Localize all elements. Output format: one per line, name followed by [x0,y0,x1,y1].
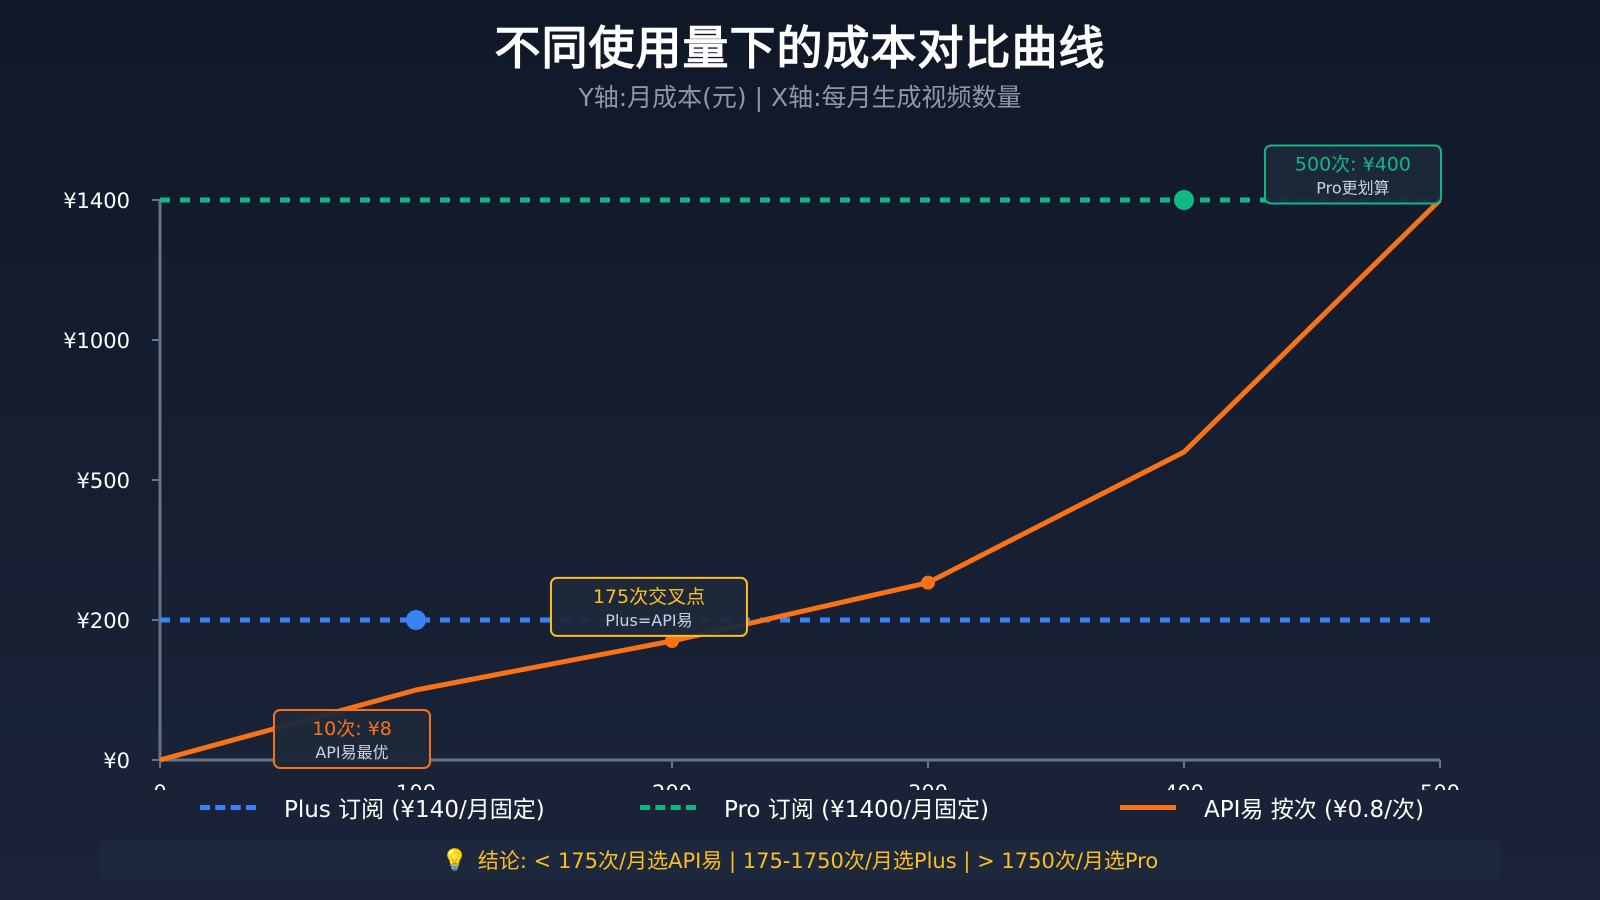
x-tick-label: 300 [908,781,948,790]
annotation-box-pro [1263,144,1442,205]
legend-item-pro: Pro 订阅 (¥1400/月固定) [640,790,989,824]
x-tick-label: 100 [396,781,436,790]
annotation-title-api: 10次: ¥8 [312,718,392,740]
legend-swatch-plus [200,804,256,810]
legend-label-pro: Pro 订阅 (¥1400/月固定) [724,797,989,823]
annotation-title-crossover: 175次交叉点 [593,586,705,608]
y-tick-label: ¥500 [77,469,130,493]
series-marker-api [665,634,679,648]
chart-legend: Plus 订阅 (¥140/月固定) Pro 订阅 (¥1400/月固定) AP… [0,790,1600,824]
legend-item-plus: Plus 订阅 (¥140/月固定) [200,790,545,824]
conclusion-banner: 💡 结论: < 175次/月选API易 | 175-1750次/月选Plus |… [100,840,1500,880]
annotation-subtitle-pro: Pro更划算 [1316,178,1389,197]
y-tick-label: ¥200 [77,609,130,633]
annotation-title-pro: 500次: ¥400 [1295,153,1411,175]
annotation-box-api [273,709,431,769]
lightbulb-icon: 💡 [441,847,468,872]
x-tick-label: 500 [1420,781,1460,790]
cost-chart: ¥0 ¥200 ¥500 ¥1000 ¥1400 0 100 200 300 400 500 10次:… [63,144,1460,790]
series-marker-api [921,575,935,590]
legend-label-plus: Plus 订阅 (¥140/月固定) [284,797,545,823]
chart-subtitle: Y轴:月成本(元) | X轴:每月生成视频数量 [578,83,1022,112]
y-tick-label: ¥1400 [63,189,130,213]
series-marker-pro [1174,190,1194,210]
legend-swatch-api [1120,804,1176,810]
legend-swatch-pro [640,804,696,810]
x-tick-label: 400 [1164,781,1204,790]
annotation-box-crossover [549,576,748,637]
legend-item-api: API易 按次 (¥0.8/次) [1120,790,1424,824]
annotation-subtitle-api: API易最优 [315,743,388,762]
legend-label-api: API易 按次 (¥0.8/次) [1204,797,1424,823]
y-tick-label: ¥1000 [63,329,130,353]
y-tick-label: ¥0 [103,749,130,773]
series-line-api [159,198,1442,763]
x-tick-label: 0 [153,781,166,790]
annotation-subtitle-crossover: Plus=API易 [605,611,692,630]
x-tick-label: 200 [652,781,692,790]
series-marker-plus [406,610,426,630]
conclusion-text: 结论: < 175次/月选API易 | 175-1750次/月选Plus | >… [477,849,1159,873]
chart-title: 不同使用量下的成本对比曲线 [494,21,1106,75]
